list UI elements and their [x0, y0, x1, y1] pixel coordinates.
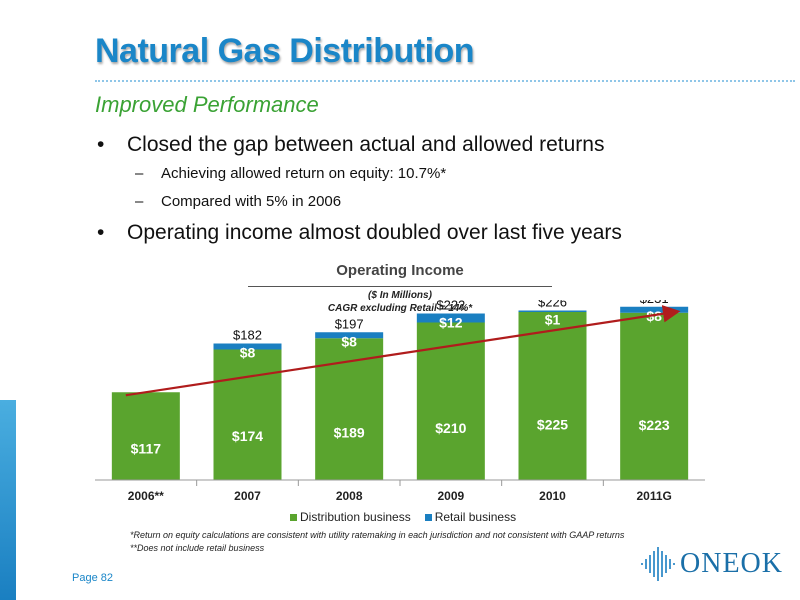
bullet-item: • Operating income almost doubled over l… [95, 220, 785, 246]
logo-wordmark: ONEOK [680, 548, 783, 579]
legend-swatch-retail [424, 513, 432, 521]
sub-bullet-item: – Achieving allowed return on equity: 10… [95, 164, 785, 184]
bullet-text: Operating income almost doubled over las… [127, 221, 622, 244]
data-label-distribution: $189 [334, 424, 365, 440]
chart-subtitle-block: ($ In Millions) CAGR excluding Retail = … [300, 289, 500, 315]
page-number: Page 82 [72, 572, 113, 584]
bar-retail [518, 310, 587, 312]
data-label-distribution: $117 [131, 441, 162, 457]
slide-title: Natural Gas Distribution [95, 32, 475, 70]
data-label-total: $182 [233, 328, 262, 343]
sub-bullet-text: Achieving allowed return on equity: 10.7… [161, 165, 447, 182]
bullet-item: • Closed the gap between actual and allo… [95, 132, 785, 158]
data-label-total: $231 [640, 300, 669, 306]
data-label-total: $226 [538, 300, 567, 310]
x-tick-label: 2008 [336, 489, 363, 503]
data-label-distribution: $210 [435, 420, 466, 436]
bar-retail [416, 313, 485, 323]
sub-bullet-text: Compared with 5% in 2006 [161, 193, 342, 210]
bar-retail [213, 343, 282, 350]
bullet-list: • Closed the gap between actual and allo… [95, 132, 785, 252]
legend-swatch-distribution [290, 513, 297, 521]
chart-legend: Distribution business Retail business [290, 510, 516, 524]
data-label-retail: $12 [439, 315, 463, 331]
chart-title-rule [248, 286, 552, 287]
chart-units: ($ In Millions) [368, 290, 432, 301]
bar-distribution [315, 338, 384, 480]
x-tick-label: 2011G [636, 489, 671, 503]
x-tick-label: 2006** [128, 489, 164, 503]
data-label-distribution: $174 [232, 428, 263, 444]
title-divider [95, 80, 795, 82]
trend-arrow [125, 305, 681, 397]
chart-annotation: CAGR excluding Retail = 14%* [327, 303, 473, 314]
x-tick-label: 2009 [437, 489, 464, 503]
footnote: *Return on equity calculations are consi… [130, 530, 625, 540]
data-label-distribution: $225 [537, 416, 568, 432]
company-logo: ONEOK [640, 546, 783, 582]
operating-income-chart: $117 2006** $174 $8 $182 2007 $189 $8 $197 2008 $2… [95, 300, 705, 503]
legend-label: Retail business [434, 510, 517, 524]
left-accent-bar [0, 400, 16, 600]
legend-label: Distribution business [300, 510, 411, 524]
bullet-text: Closed the gap between actual and allowe… [127, 133, 605, 156]
data-label-retail: $8 [341, 333, 357, 349]
dash-icon: – [135, 165, 144, 182]
legend-item: Distribution business [290, 510, 411, 524]
slide-subtitle: Improved Performance [95, 92, 319, 117]
dash-icon: – [135, 193, 144, 210]
data-label-distribution: $223 [639, 417, 670, 433]
data-label-retail: $1 [545, 312, 561, 328]
x-tick-label: 2007 [234, 489, 261, 503]
oneok-logo-mark-icon [641, 547, 675, 581]
bar-retail [315, 332, 384, 339]
footnote: **Does not include retail business [130, 543, 265, 553]
bar-distribution [213, 349, 282, 480]
data-label-retail: $8 [240, 345, 256, 361]
legend-item: Retail business [424, 510, 517, 524]
bar-retail [620, 306, 689, 313]
x-tick-label: 2010 [539, 489, 566, 503]
bar-distribution [620, 312, 689, 480]
bullet-icon: • [97, 221, 105, 244]
bullet-icon: • [97, 133, 105, 156]
chart-title: Operating Income [336, 262, 464, 279]
bar-distribution [111, 392, 180, 480]
sub-bullet-item: – Compared with 5% in 2006 [95, 192, 785, 212]
data-label-total: $197 [335, 316, 364, 331]
data-label-total: $222 [436, 300, 465, 313]
bar-distribution [518, 311, 587, 480]
